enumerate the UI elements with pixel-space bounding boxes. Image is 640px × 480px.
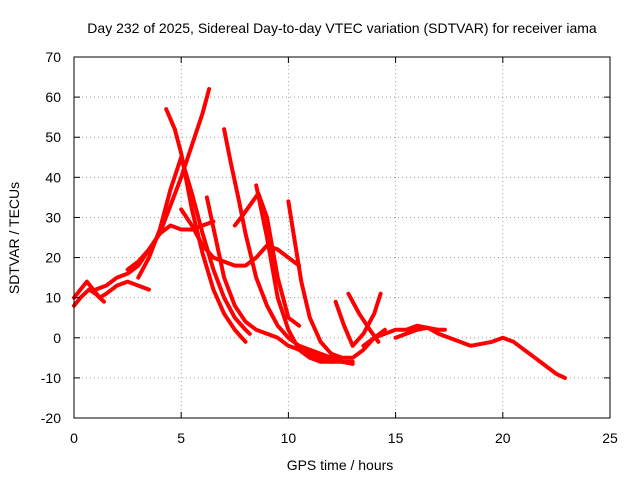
x-tick-label: 20 — [495, 430, 511, 446]
y-tick-label: 20 — [45, 250, 61, 266]
series-line-arc-15 — [361, 323, 567, 380]
y-tick-label: 40 — [45, 169, 61, 185]
y-tick-label: 0 — [53, 330, 61, 346]
x-tick-label: 5 — [177, 430, 185, 446]
series-line-arc-16 — [393, 325, 447, 340]
grid — [74, 57, 610, 418]
x-tick-label: 0 — [70, 430, 78, 446]
series-line-arc-5 — [136, 155, 252, 336]
chart-title: Day 232 of 2025, Sidereal Day-to-day VTE… — [87, 20, 597, 36]
series-line-arc-11 — [254, 183, 355, 364]
x-tick-label: 10 — [281, 430, 297, 446]
y-tick-label: -20 — [41, 410, 61, 426]
series-line-arc-12 — [286, 199, 387, 360]
y-tick-label: 60 — [45, 89, 61, 105]
plot-frame — [73, 56, 611, 419]
series-line-arc-9 — [222, 127, 355, 366]
y-tick-label: 70 — [45, 49, 61, 65]
series-line-arc-2 — [72, 287, 106, 308]
x-tick-label: 25 — [602, 430, 618, 446]
x-tick-label: 15 — [388, 430, 404, 446]
y-axis-label: SDTVAR / TECUs — [6, 182, 22, 294]
series-group — [72, 87, 567, 380]
series-line-arc-7 — [179, 207, 302, 268]
y-tick-label: 50 — [45, 129, 61, 145]
series-line-arc-6 — [164, 107, 248, 344]
x-axis-label: GPS time / hours — [287, 457, 394, 473]
series-line-arc-13 — [333, 291, 383, 348]
axis-ticks: 0 5 10 15 20 25 -20 -10 0 10 20 30 40 50 60 70 — [41, 49, 618, 446]
y-tick-label: 30 — [45, 209, 61, 225]
series-line-arc-1 — [72, 279, 151, 300]
series-line-arc-10 — [232, 191, 302, 328]
series-line-arc-8 — [204, 195, 334, 364]
y-tick-label: -10 — [41, 370, 61, 386]
y-tick-label: 10 — [45, 290, 61, 306]
